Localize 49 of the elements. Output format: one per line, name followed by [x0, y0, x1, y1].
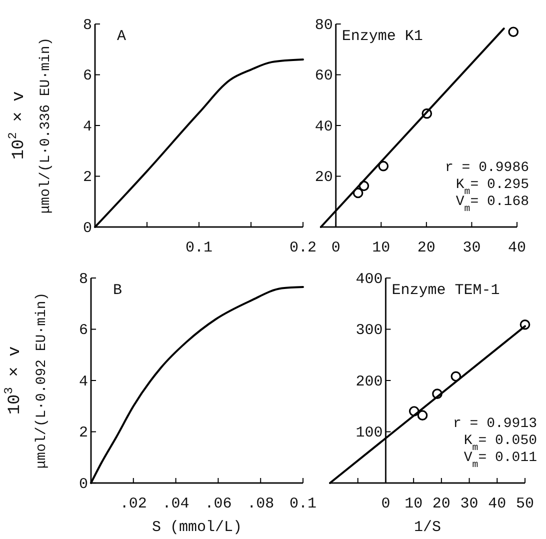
x-tick-label: 10: [372, 240, 390, 256]
x-tick-label: 50: [516, 496, 534, 512]
y-tick-label: 8: [78, 270, 88, 288]
x-tick-label: 40: [488, 496, 506, 512]
y-tick-label: 20: [314, 169, 333, 186]
y-tick-label: 60: [314, 68, 333, 85]
x-tick-label: 40: [508, 240, 526, 256]
x-tick-label: .04: [162, 496, 190, 512]
chart-title: Enzyme K1: [342, 28, 423, 45]
x-tick-label: 0.2: [289, 240, 317, 256]
point: [508, 26, 519, 38]
annotation: K$_{m}$= 0.295: [456, 177, 529, 196]
y-tick-label: 0: [78, 476, 88, 493]
y-tick-label: 0: [82, 220, 92, 237]
y-tick-label: 2: [78, 424, 88, 442]
x-axis-title: S (mmol/L): [152, 519, 242, 536]
annotation: V$_{m}$= 0.168: [456, 194, 529, 214]
x-tick-label: .08: [247, 496, 274, 512]
annotation: r = 0.9986: [444, 160, 529, 176]
annotation: K$_{m}$= 0.050: [464, 433, 537, 452]
x-tick-label: 30: [462, 240, 481, 256]
y-tick-label: 100: [356, 424, 383, 442]
x-tick-label: 20: [417, 240, 436, 256]
x-tick-label: .06: [204, 496, 232, 512]
y-tick-label: 4: [82, 118, 92, 136]
point: [378, 160, 389, 172]
y-tick-label: 400: [356, 270, 383, 288]
y-tick-label: 80: [314, 16, 333, 34]
chart-title: A: [117, 28, 126, 45]
y-tick-label: 6: [78, 322, 88, 340]
x-tick-label: 30: [460, 496, 478, 512]
y-tick-label: 40: [314, 118, 333, 136]
x-tick-label: 0.1: [289, 496, 317, 512]
x-tick-label: 20: [432, 496, 450, 512]
y-tick-label: 4: [78, 373, 88, 390]
x-tick-label: 10: [404, 496, 423, 512]
annotation: V$_{m}$= 0.011: [464, 450, 537, 470]
y-tick-label: 200: [356, 373, 383, 390]
chart-title: B: [113, 282, 122, 299]
y-tick-label: 8: [82, 16, 92, 34]
annotation: r = 0.9913: [452, 416, 537, 432]
chart-title: Enzyme TEM-1: [392, 282, 500, 299]
x-tick-label: 0.1: [185, 240, 213, 256]
point: [417, 410, 428, 421]
y-tick-label: 6: [82, 68, 92, 85]
x-axis-title: 1/S: [414, 519, 442, 536]
y-tick-label: 300: [356, 322, 383, 340]
y-tick-label: 2: [82, 169, 92, 186]
x-tick-label: .02: [120, 496, 147, 512]
